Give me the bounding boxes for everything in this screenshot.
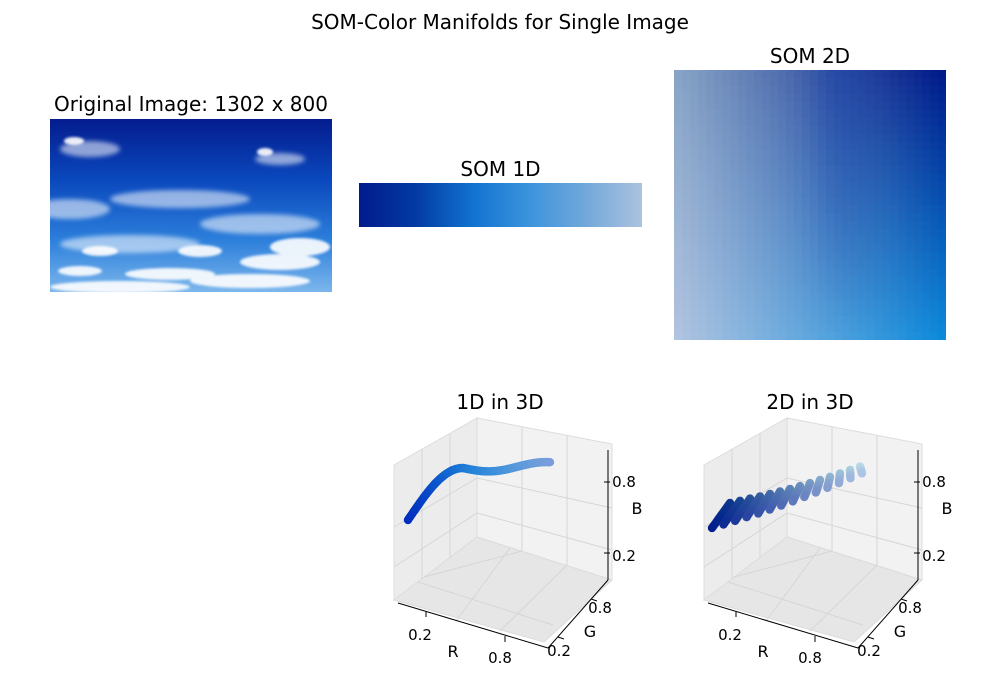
- plot2d-point: [765, 505, 774, 514]
- plot2d-g-tick: [867, 636, 875, 640]
- plot2d-point: [754, 509, 763, 518]
- plot2d-point: [823, 483, 832, 493]
- plot1d-b-tick-label: 0.2: [612, 547, 636, 565]
- plot1d-r-tick-label: 0.2: [408, 626, 432, 644]
- original-image-title: Original Image: 1302 x 800: [54, 92, 328, 116]
- plot1d-gridline: [423, 550, 523, 578]
- plot2d-gridline: [733, 550, 833, 578]
- plot2d-g-tick-label: 0.2: [857, 642, 881, 660]
- plot2d-point: [742, 513, 751, 522]
- plot1d-gridline: [417, 581, 554, 626]
- plot1d-g-axis-line: [547, 579, 609, 649]
- plot2d-b-tick-label: 0.8: [922, 473, 946, 491]
- plot1d-g-tick-label: 0.8: [588, 599, 612, 617]
- plot2d-r-tick-label: 0.2: [718, 626, 742, 644]
- plot2d-g-tick: [900, 598, 908, 602]
- plot1d-r-axis-label: R: [447, 642, 458, 661]
- plot2d-point: [800, 492, 809, 502]
- plot2d-gridline: [727, 581, 864, 626]
- plot1d-gridline: [393, 512, 613, 568]
- plot1d-g-tick: [590, 598, 598, 602]
- plot2d-point: [719, 520, 728, 529]
- plot2d-b-axis-label: B: [942, 499, 953, 518]
- plot2d-point: [811, 488, 820, 497]
- plot2d-point: [777, 501, 786, 510]
- plot2d-g-tick-label: 0.8: [898, 599, 922, 617]
- plot2d-gridline: [703, 512, 923, 568]
- plot1d-b-axis-label: B: [632, 499, 643, 518]
- plot1d-3d-scatter: 0.2 0.8 R 0.2 0.8 G 0.8 0.2 B: [392, 417, 643, 667]
- plot1d-b-tick-label: 0.8: [612, 473, 636, 491]
- plot2d-pane-floor: [702, 536, 923, 643]
- plot2d-point: [788, 497, 797, 506]
- plot1d-r-axis-line: [397, 602, 549, 649]
- som2d-color-grid: [674, 70, 947, 341]
- plot1d-title: 1D in 3D: [456, 390, 544, 414]
- plot2d-r-tick-label: 0.8: [798, 649, 822, 667]
- som1d-color-strip: [359, 183, 642, 227]
- plot1d-g-tick-label: 0.2: [547, 642, 571, 660]
- plot1d-gridline: [455, 547, 511, 622]
- plot1d-g-tick: [557, 636, 565, 640]
- original-sky-image: [50, 119, 332, 292]
- plot2d-r-axis-label: R: [757, 642, 768, 661]
- plot2d-point: [730, 516, 740, 526]
- plot2d-g-axis-label: G: [894, 622, 906, 641]
- figure-title: SOM-Color Manifolds for Single Image: [311, 10, 689, 34]
- plot1d-pane-floor: [392, 536, 613, 643]
- plot1d-gridline: [393, 477, 613, 528]
- plot2d-title: 2D in 3D: [766, 390, 854, 414]
- plot2d-point: [857, 469, 867, 478]
- plot2d-gridline: [809, 564, 878, 632]
- sky-picture: [50, 119, 332, 292]
- plot1d-r-tick-label: 0.8: [488, 649, 512, 667]
- som1d-title: SOM 1D: [460, 157, 541, 181]
- plot2d-b-tick-label: 0.2: [922, 547, 946, 565]
- plot2d-point: [707, 523, 717, 533]
- plot1d-g-axis-label: G: [584, 622, 596, 641]
- plot2d-point: [846, 474, 855, 483]
- plot2d-gridline: [765, 547, 821, 622]
- som2d-title: SOM 2D: [769, 44, 851, 68]
- plot2d-g-axis-line: [857, 579, 919, 649]
- plot1d-gridline: [499, 564, 568, 632]
- plot2d-3d-scatter: 0.2 0.8 R 0.2 0.8 G 0.8 0.2 B: [702, 417, 953, 667]
- plot1d-point: [545, 458, 555, 467]
- plot2d-r-axis-line: [707, 602, 859, 649]
- plot2d-point: [834, 479, 844, 488]
